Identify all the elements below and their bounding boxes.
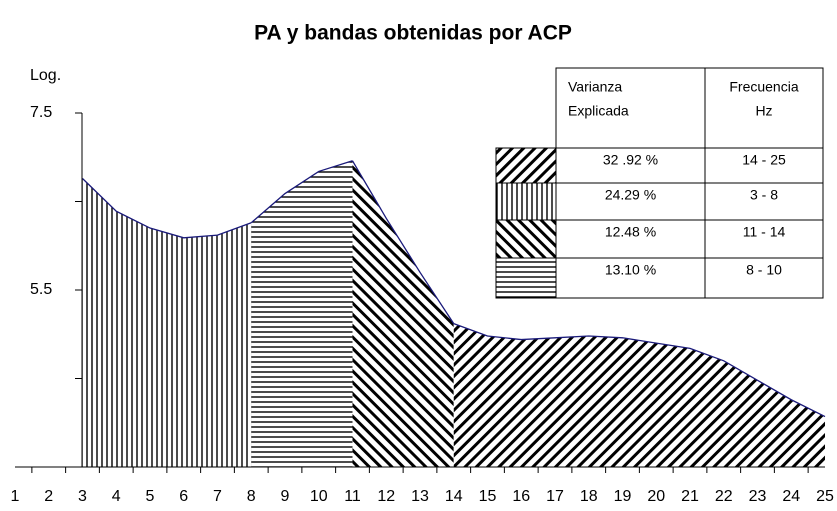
x-tick-label: 5 xyxy=(146,488,155,505)
y-axis-label: Log. xyxy=(30,67,61,84)
x-tick-label: 6 xyxy=(179,488,188,505)
area-line xyxy=(453,323,826,418)
x-tick-label: 8 xyxy=(247,488,256,505)
table-variance: 13.10 % xyxy=(605,262,656,278)
x-tick-label: 12 xyxy=(377,488,395,505)
legend-swatch xyxy=(495,257,557,299)
area-line xyxy=(82,178,252,239)
x-tick-label: 17 xyxy=(546,488,564,505)
table-frequency: 3 - 8 xyxy=(750,187,778,203)
x-tick-label: 1 xyxy=(11,488,20,505)
table-header: Varianza xyxy=(568,79,622,95)
y-tick-label: 5.5 xyxy=(30,281,52,298)
table-frequency: 11 - 14 xyxy=(743,224,786,240)
area-band xyxy=(453,323,825,467)
x-tick-label: 19 xyxy=(614,488,632,505)
table-row xyxy=(555,182,824,221)
x-tick-label: 25 xyxy=(816,488,834,505)
x-tick-label: 18 xyxy=(580,488,598,505)
x-tick-label: 21 xyxy=(681,488,699,505)
table-header-border xyxy=(555,67,824,149)
x-tick-label: 2 xyxy=(44,488,53,505)
x-tick-label: 14 xyxy=(445,488,463,505)
legend-swatch xyxy=(495,147,557,184)
x-tick-label: 10 xyxy=(310,488,328,505)
x-tick-label: 3 xyxy=(78,488,87,505)
x-tick-label: 9 xyxy=(281,488,290,505)
area-band xyxy=(352,160,454,468)
table-header: Explicada xyxy=(568,103,629,119)
table-variance: 12.48 % xyxy=(605,224,656,240)
x-tick-label: 11 xyxy=(344,488,361,505)
table-variance: 24.29 % xyxy=(605,187,656,203)
table-variance: 32 .92 % xyxy=(603,152,658,168)
table-frequency: 14 - 25 xyxy=(742,152,786,168)
area-band xyxy=(251,160,353,468)
chart-title: PA y bandas obtenidas por ACP xyxy=(254,22,572,45)
x-tick-label: 20 xyxy=(647,488,665,505)
y-tick-label: 7.5 xyxy=(30,104,52,121)
x-tick-label: 24 xyxy=(782,488,800,505)
x-tick-label: 22 xyxy=(715,488,733,505)
legend-swatch xyxy=(495,182,557,221)
area-band xyxy=(82,178,252,468)
x-tick-label: 7 xyxy=(213,488,222,505)
x-tick-label: 16 xyxy=(512,488,530,505)
table-header: Hz xyxy=(755,103,772,119)
x-tick-label: 13 xyxy=(411,488,429,505)
x-tick-label: 15 xyxy=(479,488,497,505)
x-tick-label: 23 xyxy=(749,488,767,505)
x-tick-label: 4 xyxy=(112,488,121,505)
legend-swatch xyxy=(495,219,557,259)
table-row xyxy=(555,257,824,299)
area-line xyxy=(351,160,455,324)
table-header: Frecuencia xyxy=(729,79,798,95)
table-frequency: 8 - 10 xyxy=(746,262,782,278)
area-line xyxy=(250,160,353,224)
